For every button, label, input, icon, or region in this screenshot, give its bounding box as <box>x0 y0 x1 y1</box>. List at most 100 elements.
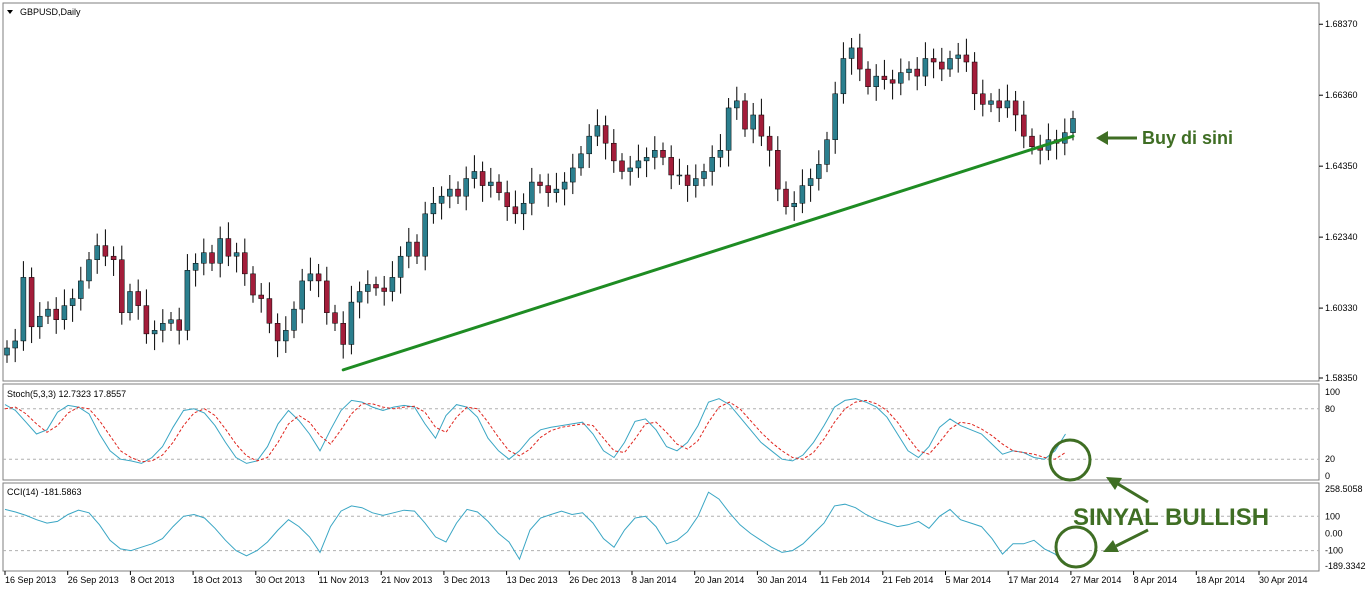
cci-panel-title: CCI(14) -181.5863 <box>7 487 82 497</box>
x-tick-label: 26 Dec 2013 <box>569 575 620 585</box>
candle-body <box>611 142 617 162</box>
candle-body <box>1004 100 1011 109</box>
stoch-panel-title: Stoch(5,3,3) 12.7323 17.8557 <box>7 389 126 399</box>
candle-body <box>807 178 814 186</box>
candle-body <box>922 58 929 77</box>
candle-body <box>135 291 141 306</box>
candle-body <box>151 330 158 335</box>
candle-body <box>840 58 847 95</box>
sinyal-arrow-lower <box>1103 528 1149 552</box>
candle-body <box>45 308 51 317</box>
candle-body <box>529 181 535 204</box>
candle-body <box>225 238 232 257</box>
stoch-ytick-label: 20 <box>1325 454 1335 464</box>
candle-body <box>963 54 970 63</box>
candle-body <box>602 125 609 144</box>
candle-body <box>660 150 666 158</box>
candle-body <box>619 160 625 172</box>
main-ytick-label: 1.66360 <box>1325 90 1358 100</box>
candle-body <box>873 75 879 87</box>
candle-body <box>94 245 100 260</box>
stoch-ytick-label: 0 <box>1325 471 1330 481</box>
main-ytick-label: 1.64350 <box>1325 161 1358 171</box>
candle-body <box>881 75 888 80</box>
x-tick-label: 27 Mar 2014 <box>1071 575 1122 585</box>
candle-body <box>1021 114 1027 137</box>
sinyal-arrow-upper <box>1106 477 1149 504</box>
candle-body <box>348 301 355 345</box>
candle-body <box>725 107 732 151</box>
candle-body <box>356 291 363 303</box>
candle-body <box>512 206 519 215</box>
main-panel-title: GBPUSD,Daily <box>20 7 81 17</box>
candle-body <box>586 135 592 155</box>
candle-body <box>1012 100 1019 116</box>
x-tick-label: 11 Nov 2013 <box>319 575 369 585</box>
x-tick-label: 18 Oct 2013 <box>193 575 242 585</box>
candle-body <box>857 47 863 70</box>
candle-body <box>414 241 420 257</box>
x-tick-label: 3 Dec 2013 <box>444 575 490 585</box>
cci-ytick-label: -189.3342 <box>1325 561 1366 571</box>
candle-body <box>143 305 150 335</box>
candle-body <box>570 167 576 183</box>
stoch-ytick-label: 80 <box>1325 404 1335 414</box>
cci-line <box>4 491 1066 564</box>
main-ytick-label: 1.68370 <box>1325 19 1358 29</box>
candle-body <box>742 100 748 130</box>
x-tick-label: 5 Mar 2014 <box>946 575 992 585</box>
candle-body <box>816 164 822 179</box>
candle-body <box>627 167 633 172</box>
candle-body <box>488 181 494 186</box>
x-tick-label: 8 Apr 2014 <box>1134 575 1178 585</box>
candle-body <box>750 114 756 130</box>
candle-body <box>676 174 683 177</box>
cci-signal-circle <box>1054 525 1098 569</box>
main-ytick-label: 1.62340 <box>1325 232 1358 242</box>
cci-ytick-label: 0.00 <box>1325 528 1343 538</box>
stoch-main-line <box>4 398 1066 464</box>
candle-body <box>545 185 551 193</box>
candle-body <box>69 298 76 306</box>
sinyal-bullish-label: SINYAL BULLISH <box>1073 504 1269 531</box>
candle-body <box>701 171 707 179</box>
candle-body <box>127 291 133 313</box>
candle-body <box>758 114 765 137</box>
candle-body <box>988 100 994 105</box>
candle-body <box>578 153 584 169</box>
x-tick-label: 17 Mar 2014 <box>1008 575 1059 585</box>
x-tick-label: 20 Jan 2014 <box>695 575 745 585</box>
x-tick-label: 21 Nov 2013 <box>381 575 432 585</box>
candle-body <box>824 139 830 165</box>
candle-body <box>832 93 838 140</box>
buy-annotation: Buy di sini <box>1142 128 1233 148</box>
candle-body <box>102 245 109 257</box>
candle-body <box>537 181 543 186</box>
candle-body <box>381 287 387 292</box>
stoch-panel-frame <box>2 383 1320 481</box>
candle-body <box>12 340 18 349</box>
candle-body <box>258 294 264 299</box>
candle-body <box>734 100 740 109</box>
main-ytick-label: 1.58350 <box>1325 373 1358 383</box>
candle-body <box>791 202 797 208</box>
candle-body <box>86 259 92 282</box>
candle-body <box>783 188 789 208</box>
candle-body <box>471 171 478 179</box>
candle-body <box>397 255 404 278</box>
candle-body <box>201 252 207 264</box>
candle-body <box>299 280 305 310</box>
x-tick-label: 30 Jan 2014 <box>757 575 807 585</box>
candle-body <box>250 273 256 296</box>
candle-body <box>324 280 330 313</box>
collapse-arrow-icon[interactable] <box>7 10 13 14</box>
candle-body <box>28 277 35 328</box>
candle-body <box>332 312 338 324</box>
candle-body <box>520 202 527 215</box>
trendline <box>341 134 1075 372</box>
candle-body <box>643 157 650 162</box>
candle-body <box>980 93 986 105</box>
candle-body <box>340 323 346 345</box>
main-panel-frame <box>2 2 1320 382</box>
candle-body <box>709 157 715 172</box>
